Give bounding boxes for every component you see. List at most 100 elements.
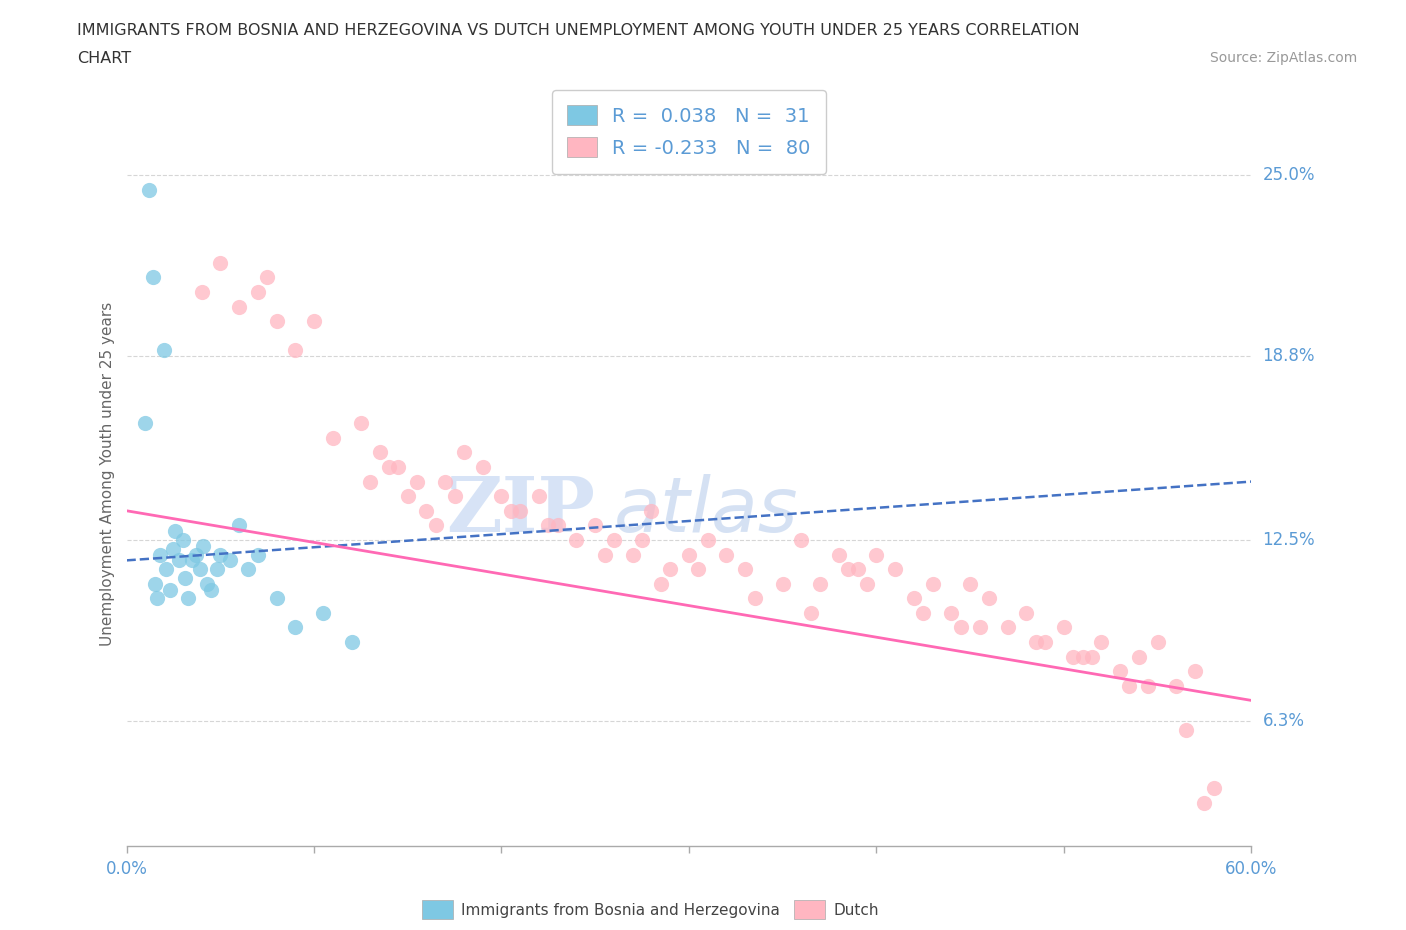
Point	[138, 182, 160, 197]
Point	[565, 533, 588, 548]
Text: atlas: atlas	[614, 473, 799, 548]
Point	[969, 620, 991, 635]
Point	[181, 553, 204, 568]
Point	[322, 431, 344, 445]
Point	[443, 489, 465, 504]
Point	[1025, 634, 1047, 649]
Point	[143, 577, 166, 591]
Point	[434, 474, 457, 489]
Point	[621, 547, 644, 562]
Point	[499, 503, 522, 518]
Point	[603, 533, 626, 548]
Point	[1053, 620, 1076, 635]
Point	[912, 605, 935, 620]
Point	[1118, 678, 1140, 693]
Point	[1184, 664, 1206, 679]
Point	[772, 577, 794, 591]
Point	[640, 503, 662, 518]
Point	[246, 285, 269, 299]
Point	[266, 313, 288, 328]
Point	[406, 474, 429, 489]
Point	[716, 547, 738, 562]
Text: IMMIGRANTS FROM BOSNIA AND HERZEGOVINA VS DUTCH UNEMPLOYMENT AMONG YOUTH UNDER 2: IMMIGRANTS FROM BOSNIA AND HERZEGOVINA V…	[77, 23, 1080, 38]
Point	[153, 343, 176, 358]
Point	[142, 270, 165, 285]
Point	[218, 553, 240, 568]
Point	[846, 562, 869, 577]
Point	[977, 591, 1000, 605]
Point	[159, 582, 181, 597]
Point	[744, 591, 766, 605]
Point	[1071, 649, 1094, 664]
Point	[650, 577, 672, 591]
Point	[659, 562, 682, 577]
Text: 6.3%: 6.3%	[1263, 711, 1305, 730]
Point	[1090, 634, 1112, 649]
Text: ZIP: ZIP	[446, 473, 595, 548]
Point	[340, 634, 363, 649]
Point	[1146, 634, 1168, 649]
Point	[246, 547, 269, 562]
Text: 25.0%: 25.0%	[1263, 166, 1315, 184]
Point	[378, 459, 401, 474]
Point	[678, 547, 700, 562]
Point	[959, 577, 981, 591]
Text: 12.5%: 12.5%	[1263, 531, 1315, 549]
Y-axis label: Unemployment Among Youth under 25 years: Unemployment Among Youth under 25 years	[100, 302, 115, 646]
Point	[184, 547, 207, 562]
Point	[312, 605, 335, 620]
Point	[593, 547, 616, 562]
Point	[173, 570, 195, 585]
Point	[509, 503, 531, 518]
Point	[387, 459, 409, 474]
Point	[696, 533, 718, 548]
Point	[193, 538, 215, 553]
Point	[149, 547, 172, 562]
Point	[471, 459, 494, 474]
Point	[205, 562, 228, 577]
Point	[284, 620, 307, 635]
Point	[238, 562, 260, 577]
Point	[1109, 664, 1132, 679]
Point	[1202, 780, 1225, 795]
Point	[491, 489, 513, 504]
Point	[359, 474, 381, 489]
Text: Immigrants from Bosnia and Herzegovina: Immigrants from Bosnia and Herzegovina	[461, 903, 780, 918]
Point	[941, 605, 963, 620]
Point	[688, 562, 710, 577]
Text: CHART: CHART	[77, 51, 131, 66]
Point	[547, 518, 569, 533]
Point	[155, 562, 177, 577]
Point	[200, 582, 222, 597]
Point	[865, 547, 887, 562]
Text: Dutch: Dutch	[834, 903, 879, 918]
Point	[228, 518, 250, 533]
Point	[266, 591, 288, 605]
Point	[527, 489, 550, 504]
Point	[284, 343, 307, 358]
Point	[256, 270, 278, 285]
Point	[997, 620, 1019, 635]
Point	[396, 489, 419, 504]
Point	[1015, 605, 1038, 620]
Point	[537, 518, 560, 533]
Point	[1137, 678, 1160, 693]
Point	[172, 533, 194, 548]
Point	[884, 562, 907, 577]
Point	[631, 533, 654, 548]
Point	[903, 591, 925, 605]
Point	[949, 620, 972, 635]
Point	[808, 577, 831, 591]
Point	[167, 553, 190, 568]
Point	[209, 256, 232, 271]
Point	[145, 591, 167, 605]
Point	[165, 524, 187, 538]
Point	[790, 533, 813, 548]
Point	[368, 445, 391, 459]
Point	[209, 547, 232, 562]
Point	[134, 416, 156, 431]
Point	[800, 605, 823, 620]
Point	[1033, 634, 1056, 649]
Point	[195, 577, 218, 591]
Point	[177, 591, 200, 605]
